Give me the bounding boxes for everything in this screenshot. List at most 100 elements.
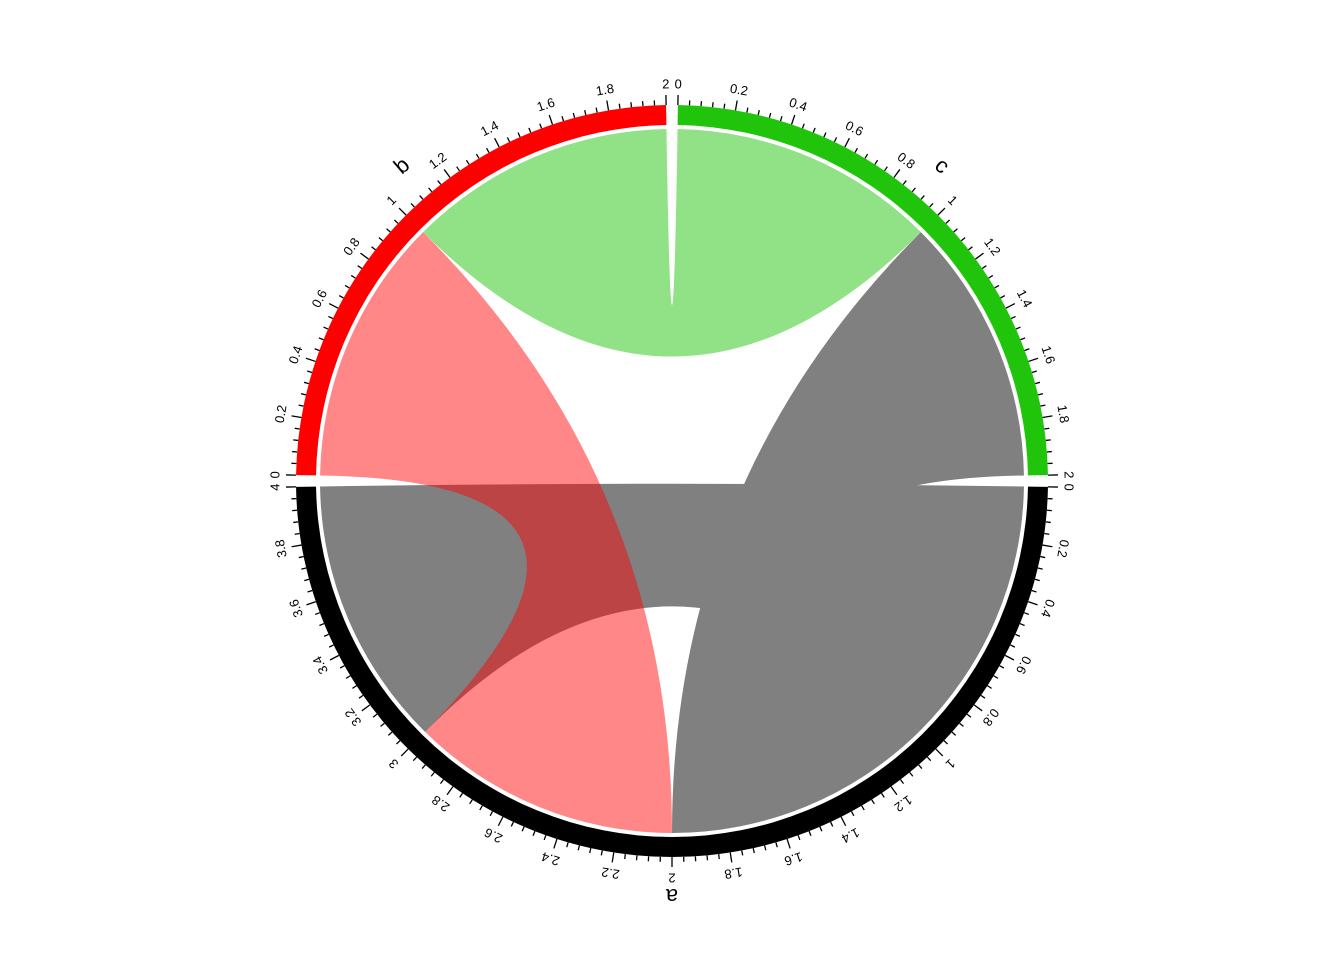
minor-tick-c (968, 246, 973, 251)
minor-tick-a (980, 694, 986, 699)
minor-tick-a (959, 722, 964, 727)
minor-tick-b (584, 109, 587, 116)
major-tick-a (611, 852, 615, 863)
tick-label-c: 0.8 (895, 149, 918, 172)
major-tick-a (935, 748, 944, 757)
minor-tick-a (909, 771, 914, 777)
minor-tick-a (943, 740, 949, 745)
minor-tick-b (303, 381, 310, 385)
major-tick-b (606, 100, 610, 111)
minor-tick-a (861, 805, 865, 811)
minor-tick-c (994, 284, 1000, 289)
tick-label-b: 1.6 (535, 95, 557, 115)
minor-tick-b (572, 112, 576, 119)
minor-tick-c (981, 265, 987, 270)
major-tick-a (553, 838, 558, 849)
tick-label-b: 1.4 (478, 118, 501, 140)
sector-track-b (296, 105, 667, 476)
minor-tick-a (718, 854, 720, 860)
major-tick-a (840, 816, 847, 827)
major-tick-b (305, 357, 316, 363)
minor-tick-a (372, 713, 378, 718)
minor-tick-c (779, 116, 783, 122)
link-a-a (320, 483, 1024, 732)
minor-tick-a (459, 792, 464, 798)
minor-tick-a (479, 805, 483, 811)
tick-label-a: 2.4 (540, 849, 562, 869)
minor-tick-b (371, 246, 376, 251)
minor-tick-c (1020, 337, 1026, 341)
minor-tick-c (988, 274, 994, 279)
minor-tick-a (741, 850, 744, 856)
minor-tick-b (328, 315, 334, 320)
major-tick-a (973, 704, 983, 712)
minor-tick-a (566, 842, 569, 848)
minor-tick-b (539, 123, 543, 129)
track-layer (296, 105, 1048, 857)
ticks-layer: 0 0.2 0.4 0.6 0.8 1 1.2 1.4 1.6 1.8 2 2.2 2.4 2.6 2.8 3… (267, 76, 1076, 885)
major-tick-b (360, 252, 369, 260)
minor-tick-c (757, 109, 760, 116)
tick-label-c: 0.4 (787, 95, 809, 115)
major-tick-b (291, 415, 302, 419)
minor-tick-a (352, 685, 357, 689)
tick-label-c: 0 (675, 76, 682, 91)
minor-tick-a (830, 821, 834, 827)
tick-label-a: 2 (668, 871, 675, 886)
tick-label-a: 3.4 (309, 654, 331, 677)
minor-tick-a (1034, 578, 1040, 582)
minor-tick-a (589, 847, 592, 854)
minor-tick-c (902, 180, 907, 185)
major-tick-a (1042, 544, 1053, 548)
minor-tick-a (1015, 633, 1021, 637)
minor-tick-b (300, 393, 307, 396)
minor-tick-a (951, 731, 957, 736)
link-a-b (320, 232, 672, 834)
tick-label-a: 1.2 (892, 792, 915, 815)
minor-tick-a (918, 764, 923, 770)
minor-tick-b (475, 153, 480, 159)
minor-tick-a (328, 644, 334, 648)
minor-tick-c (711, 102, 714, 108)
tick-label-b: 1.2 (426, 149, 449, 172)
minor-tick-c (929, 202, 934, 208)
major-tick-a (497, 816, 504, 827)
tick-label-a: 4 (267, 484, 282, 491)
minor-tick-a (577, 845, 581, 851)
major-tick-c (734, 100, 738, 111)
major-tick-b (443, 169, 451, 178)
major-tick-a (306, 601, 317, 606)
tick-label-c: 1.4 (1014, 287, 1036, 310)
tick-label-a: 0.4 (1038, 597, 1058, 619)
tick-label-b: 0.4 (286, 344, 306, 366)
minor-tick-b (294, 427, 300, 430)
minor-tick-c (953, 228, 958, 233)
minor-tick-c (768, 112, 772, 119)
minor-tick-a (294, 532, 300, 535)
minor-tick-c (920, 195, 925, 200)
sector-label-b: b (389, 152, 415, 179)
tick-label-a: 0.2 (1054, 538, 1072, 558)
minor-tick-a (319, 622, 325, 627)
major-tick-a (1027, 601, 1038, 606)
minor-tick-a (1031, 589, 1037, 593)
minor-tick-a (421, 764, 426, 770)
minor-tick-c (1000, 294, 1006, 299)
major-tick-b (548, 114, 554, 125)
minor-tick-b (344, 284, 350, 289)
major-tick-c (1005, 303, 1016, 309)
minor-tick-a (521, 826, 525, 832)
tick-label-a: 0.6 (1013, 654, 1035, 677)
major-tick-a (890, 786, 898, 796)
minor-tick-a (871, 799, 875, 805)
tick-label-a: 3.8 (272, 538, 290, 558)
major-tick-c (937, 207, 946, 216)
tick-label-b: 0.8 (340, 235, 363, 258)
minor-tick-c (1040, 404, 1046, 407)
major-tick-c (790, 114, 796, 125)
minor-tick-a (532, 830, 536, 837)
tick-label-a: 1 (943, 756, 959, 772)
minor-tick-c (823, 132, 827, 138)
minor-tick-a (1023, 612, 1030, 616)
minor-tick-b (378, 237, 384, 242)
